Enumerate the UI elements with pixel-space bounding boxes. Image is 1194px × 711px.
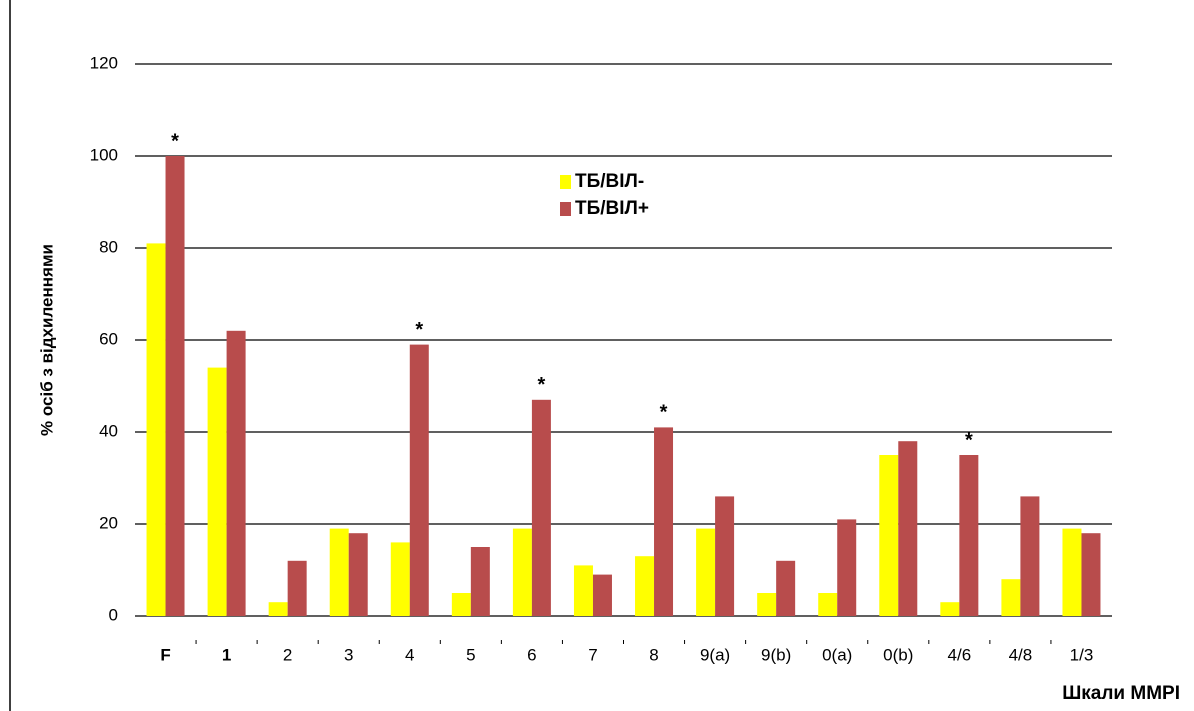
- bar: [696, 528, 716, 616]
- bar: [879, 455, 899, 616]
- x-tick-label: 0(b): [883, 645, 913, 664]
- bar: [715, 496, 735, 616]
- x-tick-label: 9(b): [761, 645, 791, 664]
- y-tick-label: 40: [99, 421, 118, 440]
- x-tick-label: 2: [283, 645, 292, 664]
- x-tick-label: 9(a): [700, 645, 730, 664]
- x-tick-label: 4: [405, 645, 414, 664]
- y-tick-label: 0: [109, 605, 118, 624]
- x-tick-label: 3: [344, 645, 353, 664]
- bar: [268, 602, 288, 616]
- bar: [776, 560, 796, 616]
- x-tick-label: 7: [588, 645, 597, 664]
- bar: [654, 427, 674, 616]
- bar: [1081, 533, 1101, 616]
- bar: [573, 565, 593, 616]
- bar: [146, 243, 166, 616]
- bar: [390, 542, 410, 616]
- bar: [207, 367, 227, 616]
- legend-swatch: [560, 175, 571, 189]
- y-tick-label: 80: [99, 237, 118, 256]
- bar: [165, 156, 185, 616]
- annotation: *: [171, 130, 179, 152]
- bar: [635, 556, 655, 616]
- bar: [940, 602, 960, 616]
- y-tick-label: 60: [99, 329, 118, 348]
- annotation: *: [415, 319, 423, 341]
- bar: [512, 528, 532, 616]
- bar: [287, 560, 307, 616]
- x-tick-label: F: [160, 645, 170, 664]
- bar: [959, 455, 979, 616]
- y-tick-label: 20: [99, 513, 118, 532]
- x-tick-label: 1: [222, 645, 231, 664]
- legend-swatch: [560, 202, 571, 216]
- y-tick-label: 100: [90, 145, 118, 164]
- bar: [1062, 528, 1082, 616]
- bar: [837, 519, 857, 616]
- bar: [470, 547, 490, 616]
- x-tick-label: 6: [527, 645, 536, 664]
- y-tick-label: 120: [90, 53, 118, 72]
- bar: [531, 399, 551, 616]
- x-tick-label: 1/3: [1070, 645, 1094, 664]
- x-axis-label: Шкали MMPI: [1062, 683, 1180, 704]
- x-tick-label: 0(a): [822, 645, 852, 664]
- x-tick-label: 5: [466, 645, 475, 664]
- bar: [1001, 579, 1021, 616]
- bar: [898, 441, 918, 616]
- bar: [348, 533, 368, 616]
- bar: [1020, 496, 1040, 616]
- x-tick-label: 4/6: [948, 645, 972, 664]
- bar: [226, 330, 246, 616]
- y-axis-label: % осіб з відхиленнями: [37, 244, 56, 436]
- bar: [329, 528, 349, 616]
- annotation: *: [660, 402, 668, 424]
- bar: [409, 344, 429, 616]
- bar: [592, 574, 612, 616]
- bar: [451, 593, 471, 616]
- annotation: *: [965, 429, 973, 451]
- legend-label: ТБ/ВІЛ-: [575, 171, 644, 192]
- bar: [818, 593, 838, 616]
- annotation: *: [538, 374, 546, 396]
- legend-label: ТБ/ВІЛ+: [575, 198, 649, 219]
- x-tick-label: 8: [649, 645, 658, 664]
- bar: [757, 593, 777, 616]
- x-tick-label: 4/8: [1009, 645, 1033, 664]
